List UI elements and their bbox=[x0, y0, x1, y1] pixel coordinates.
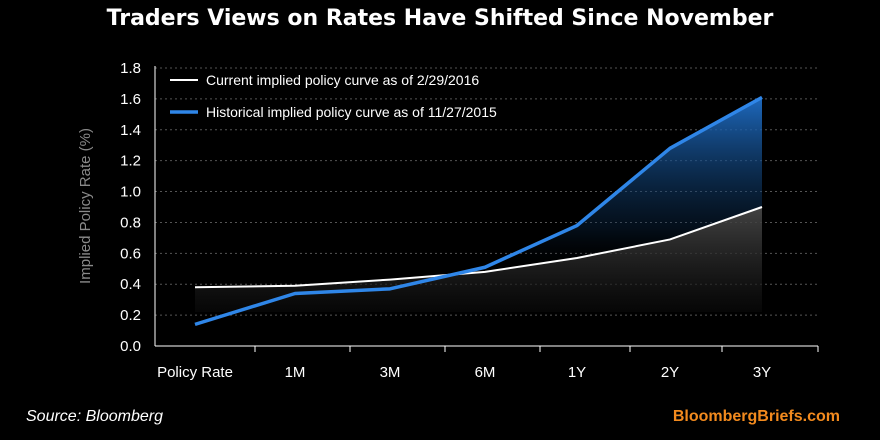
spread-area-fill bbox=[485, 97, 762, 272]
y-tick-label: 0.4 bbox=[120, 276, 141, 293]
x-tick-label: 3Y bbox=[753, 364, 771, 381]
y-tick-label: 1.2 bbox=[120, 153, 141, 170]
y-tick-label: 0.2 bbox=[120, 307, 141, 324]
area-fills bbox=[195, 97, 762, 313]
brand-link[interactable]: BloombergBriefs.com bbox=[672, 408, 840, 425]
historical-series-line bbox=[194, 95, 763, 327]
x-tick-label: 3M bbox=[380, 364, 401, 381]
x-tick-label: Policy Rate bbox=[157, 364, 233, 381]
x-tick-label: 1M bbox=[285, 364, 306, 381]
legend-label-historical: Historical implied policy curve as of 11… bbox=[206, 104, 497, 120]
x-tick-label: 6M bbox=[475, 364, 496, 381]
series-lines bbox=[194, 95, 763, 327]
current-series-line bbox=[194, 206, 763, 289]
source-note: Source: Bloomberg bbox=[26, 408, 163, 425]
y-tick-label: 1.0 bbox=[120, 184, 141, 201]
y-tick-label: 1.4 bbox=[120, 122, 141, 139]
legend-label-current: Current implied policy curve as of 2/29/… bbox=[206, 72, 479, 88]
y-tick-label: 0.6 bbox=[120, 245, 141, 262]
chart-title: Traders Views on Rates Have Shifted Sinc… bbox=[106, 6, 774, 31]
axes: 0.0 0.2 0.4 0.6 0.8 1.0 1.2 1.4 1.6 1.8 Policy Rat… bbox=[120, 60, 819, 381]
x-tick-label: 2Y bbox=[661, 364, 679, 381]
y-tick-label: 1.8 bbox=[120, 60, 141, 77]
y-axis-title: Implied Policy Rate (%) bbox=[77, 128, 94, 284]
y-tick-label: 0.8 bbox=[120, 214, 141, 231]
legend: Current implied policy curve as of 2/29/… bbox=[170, 72, 497, 120]
y-tick-label: 0.0 bbox=[120, 338, 141, 355]
current-area-fill bbox=[195, 207, 762, 313]
y-tick-label: 1.6 bbox=[120, 91, 141, 108]
x-tick-label: 1Y bbox=[568, 364, 586, 381]
